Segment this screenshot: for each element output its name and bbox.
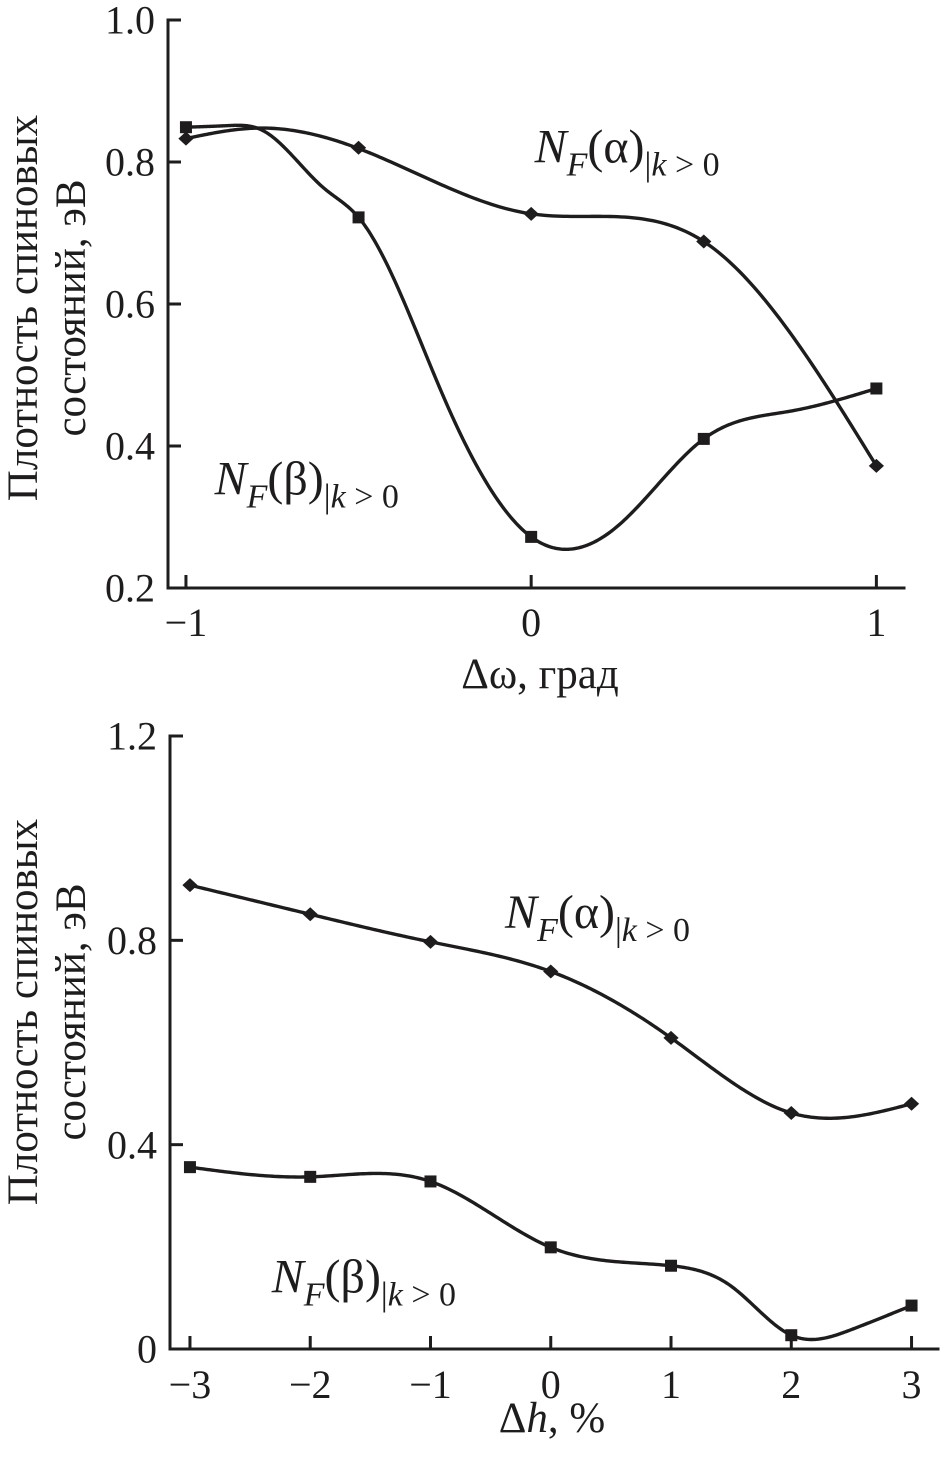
marker-square-bottom [424,1175,437,1188]
marker-diamond-bottom [663,1030,679,1045]
series-label-square-top: NF(β)|k > 0 [214,452,399,515]
y-tick-label-bottom: 0.8 [107,918,157,963]
marker-square-bottom [544,1241,557,1254]
marker-square-top [179,121,192,134]
marker-square-bottom [183,1161,196,1174]
marker-diamond-bottom [903,1096,920,1111]
marker-square-bottom [905,1299,918,1312]
marker-diamond-top [868,458,884,473]
x-tick-label-bottom: −1 [409,1362,452,1407]
x-tick-label-top: −1 [165,600,208,645]
y-tick-label-top: 0.8 [105,140,155,185]
curve-diamond-top [184,126,879,468]
y-tick-label-bottom: 0 [137,1327,157,1372]
y-tick-label-bottom: 0.4 [107,1122,157,1167]
y-axis-label-line2-bottom: состояний, эВ [48,883,95,1140]
marker-diamond-bottom [302,907,318,922]
x-tick-label-bottom: −3 [169,1362,212,1407]
y-tick-label-top: 0.4 [105,424,155,469]
marker-diamond-top [523,206,539,221]
curve-square-top [184,123,879,552]
marker-square-top [525,530,538,543]
y-tick-label-bottom: 1.2 [107,714,157,759]
x-axis-label-bottom: Δh, % [499,1395,605,1442]
y-axis-label-line2-top: состояний, эВ [48,179,95,436]
x-tick-label-top: 1 [866,600,886,645]
y-tick-label-top: 0.2 [105,566,155,611]
y-axis-label-line1-top: Плотность спиновых [0,115,47,501]
marker-square-bottom [665,1259,678,1272]
marker-square-top [352,211,365,224]
series-label-diamond-bottom: NF(α)|k > 0 [504,886,690,949]
marker-diamond-top [696,234,712,249]
marker-diamond-bottom [543,964,559,979]
series-label-diamond-top: NF(α)|k > 0 [534,121,720,184]
marker-diamond-bottom [422,934,439,949]
x-tick-label-bottom: 1 [661,1362,681,1407]
marker-diamond-bottom [783,1105,799,1120]
marker-square-bottom [304,1170,317,1183]
marker-diamond-top [350,140,367,155]
x-tick-label-bottom: 0 [541,1362,561,1407]
y-axis-label-line1-bottom: Плотность спиновых [0,819,47,1205]
series-label-square-bottom: NF(β)|k > 0 [271,1250,456,1313]
y-tick-label-top: 1.0 [105,0,155,43]
marker-square-top [870,382,883,395]
x-tick-label-bottom: −2 [289,1362,332,1407]
x-axis-label-top: Δω, град [461,651,619,698]
panel-top: 0.2 0.4 0.6 0.8 1.0 −1 0 1 Δω, град Плотность спи… [0,0,906,698]
y-tick-label-top: 0.6 [105,282,155,327]
marker-diamond-bottom [182,878,198,893]
marker-diamond-top [178,131,194,146]
marker-square-bottom [785,1329,798,1342]
x-tick-label-bottom: 2 [781,1362,801,1407]
x-tick-label-top: 0 [521,600,541,645]
x-tick-label-bottom: 3 [902,1362,922,1407]
marker-square-top [697,432,710,445]
panel-bottom: 0 0.4 0.8 1.2 −3 −2 −1 0 1 2 3 Δh, % Плотность спино… [0,714,940,1442]
